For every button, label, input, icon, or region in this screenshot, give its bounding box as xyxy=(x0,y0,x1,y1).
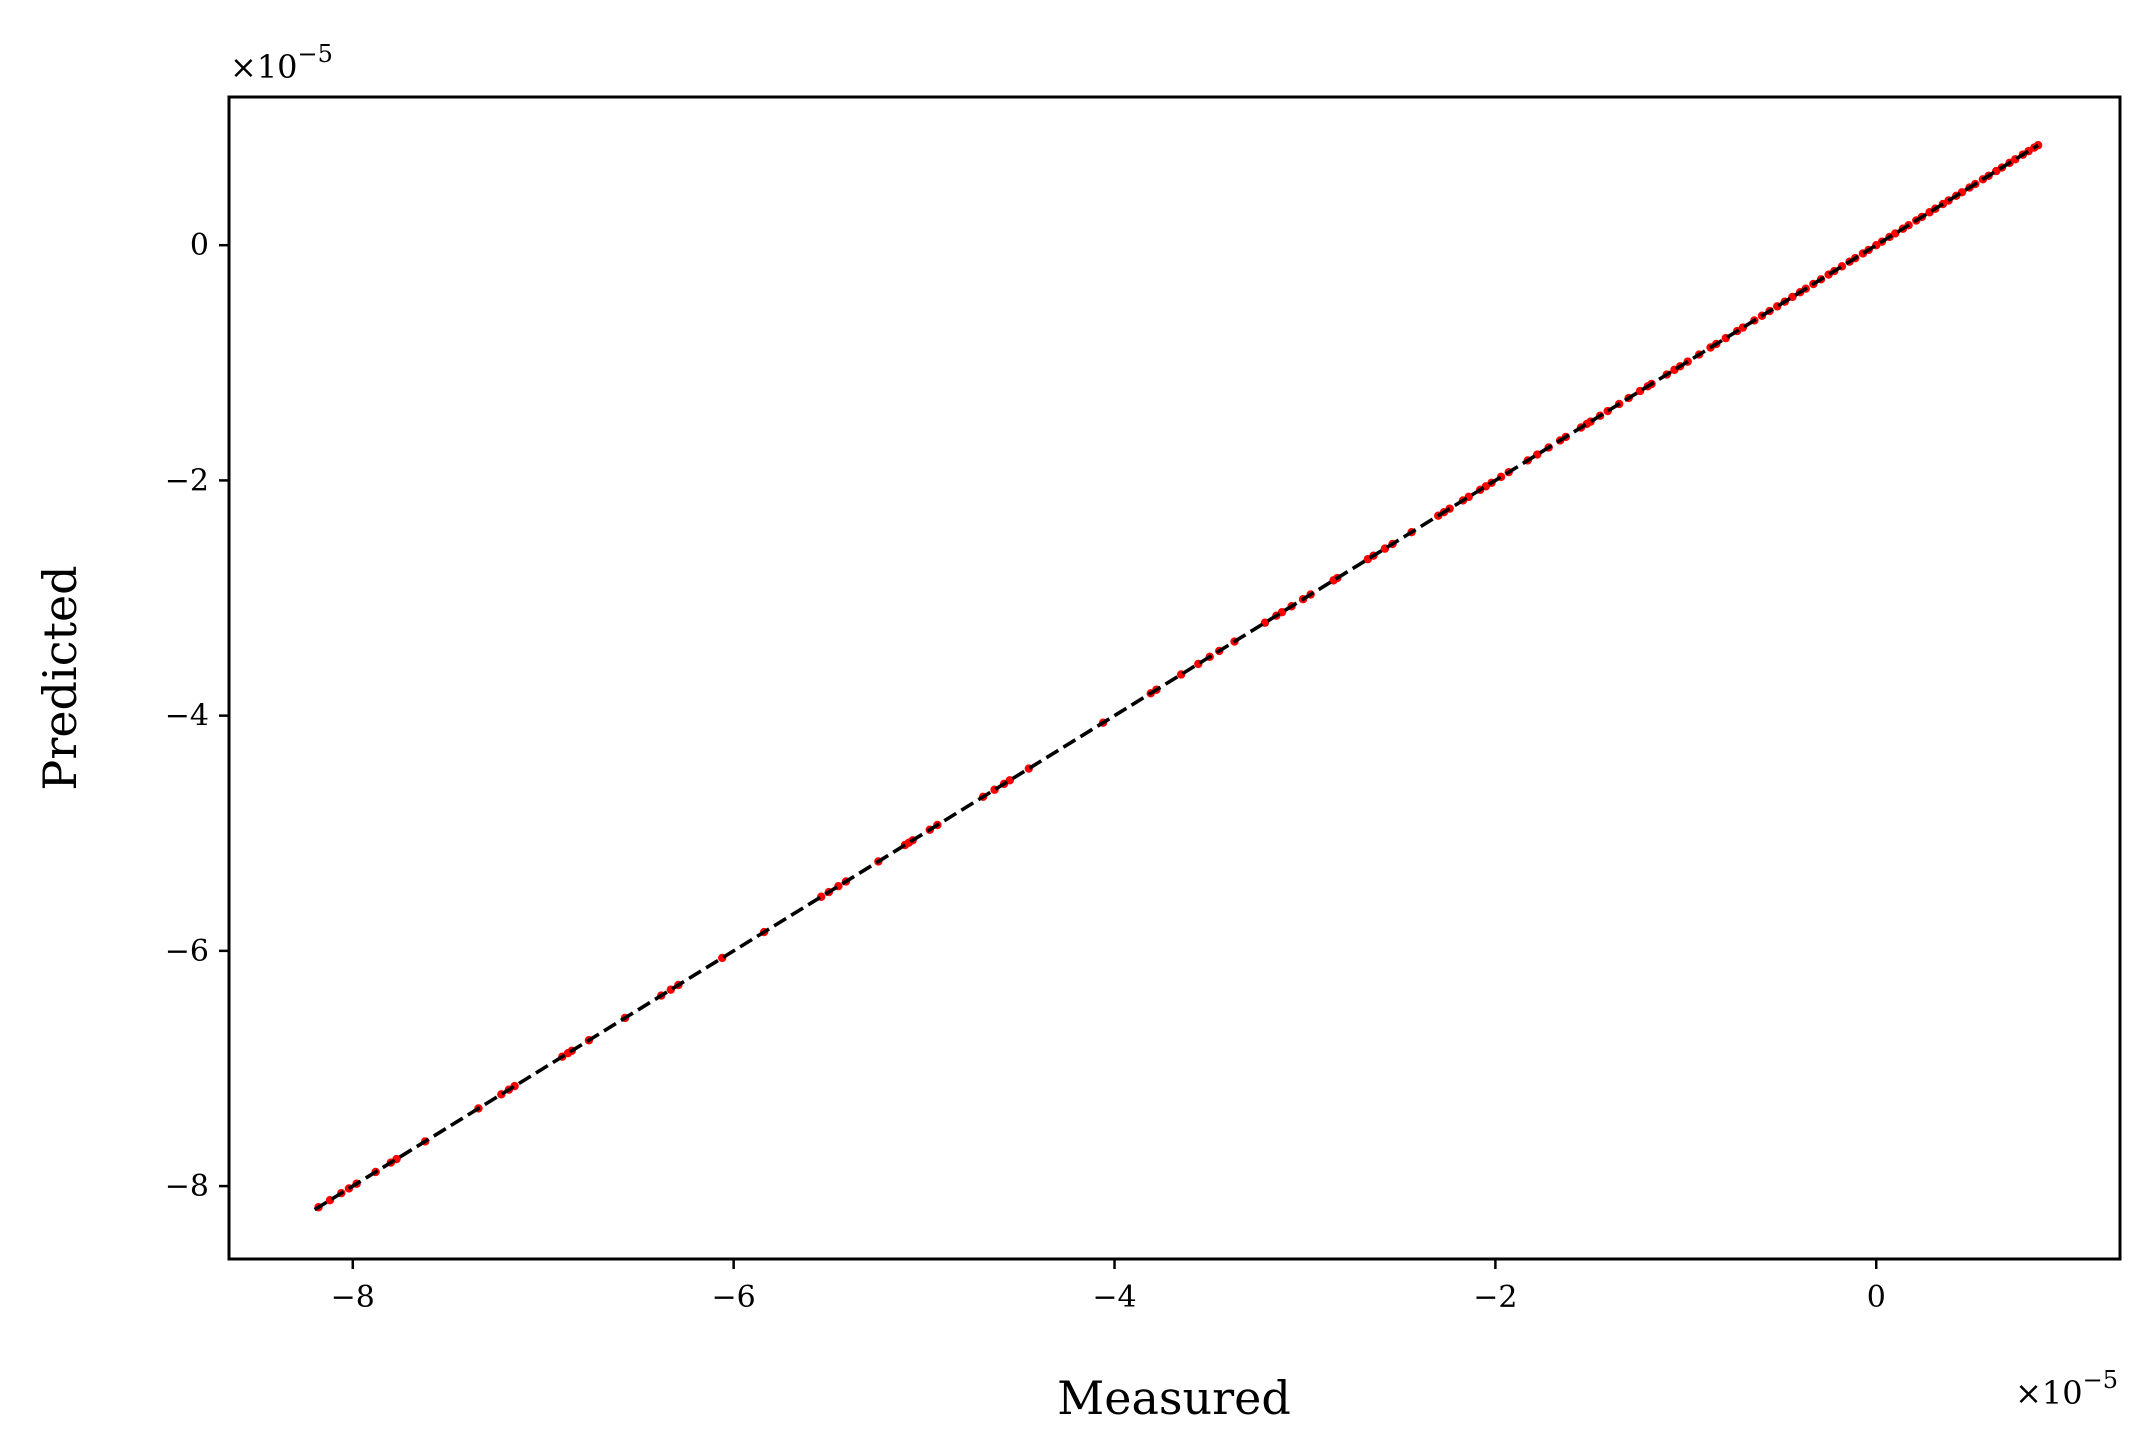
reference-line xyxy=(313,143,2040,1212)
y-tick-label: 0 xyxy=(190,228,209,263)
data-point xyxy=(1005,776,1014,785)
x-tick-label: −6 xyxy=(712,1280,756,1315)
x-axis-ticks: −8 −6 −4 −2 0 xyxy=(331,1259,1886,1315)
x-tick-label: 0 xyxy=(1867,1280,1886,1315)
y-axis-offset-text: ×10−5 xyxy=(230,40,333,86)
plot-frame xyxy=(227,95,2122,1261)
y-tick-label: −6 xyxy=(165,934,209,969)
y-axis-label: Predicted xyxy=(33,565,87,790)
x-tick-label: −8 xyxy=(331,1280,375,1315)
plot-content xyxy=(313,141,2043,1212)
data-point xyxy=(1277,607,1287,617)
y-axis-ticks: −8 −6 −4 −2 0 xyxy=(165,228,229,1204)
y-tick-label: −8 xyxy=(165,1169,209,1204)
y-tick-label: −2 xyxy=(165,463,209,498)
y-tick-label: −4 xyxy=(165,699,209,734)
x-axis-label: Measured xyxy=(1057,1371,1291,1425)
data-point xyxy=(1533,450,1542,459)
x-tick-label: −2 xyxy=(1473,1280,1517,1315)
x-tick-label: −4 xyxy=(1092,1280,1136,1315)
x-axis-offset-text: ×10−5 xyxy=(2015,1366,2118,1412)
